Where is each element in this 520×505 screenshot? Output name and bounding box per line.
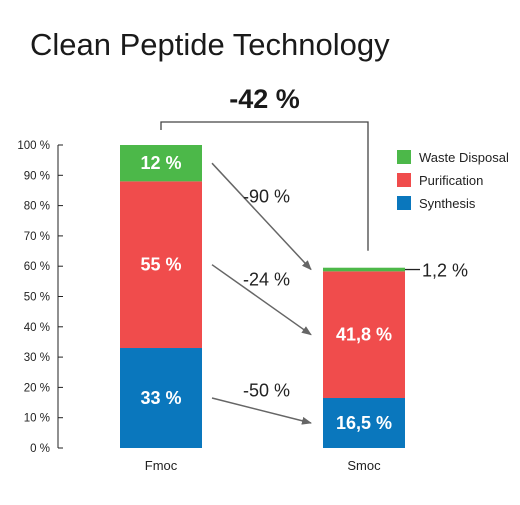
total-change-label: -42 %	[229, 84, 300, 114]
legend-swatch-waste-disposal	[397, 150, 411, 164]
data-label-waste-disposal-fmoc: 12 %	[140, 153, 181, 173]
data-label-synthesis-fmoc: 33 %	[140, 388, 181, 408]
y-tick-label: 50 %	[24, 292, 50, 304]
data-label-synthesis-smoc: 16,5 %	[336, 413, 392, 433]
y-tick-label: 70 %	[24, 231, 50, 243]
y-tick-label: 20 %	[24, 382, 50, 394]
bar-purification-smoc	[323, 271, 405, 399]
total-change-bracket	[160, 121, 369, 251]
y-tick-label: 60 %	[24, 261, 50, 273]
change-label-synthesis: -50 %	[243, 381, 290, 401]
annotations: 33 % 55 % 12 % 16,5 % 41,8 % 1,2 % -90 % -24 % -…	[140, 84, 468, 433]
bar-synthesis-smoc	[323, 398, 405, 448]
change-arrow-synthesis	[211, 397, 312, 425]
y-axis: 0 % 10 % 20 % 30 % 40 % 50 % 60 % 70 % 80 % 90 % 1…	[17, 140, 63, 455]
data-label-waste-disposal-smoc: 1,2 %	[422, 261, 468, 281]
bars: Fmoc Smoc	[120, 145, 405, 473]
x-category-label: Smoc	[347, 458, 381, 473]
y-tick-label: 80 %	[24, 201, 50, 213]
y-tick-label: 100 %	[17, 140, 50, 152]
legend: Waste Disposal Purification Synthesis	[397, 150, 509, 211]
y-tick-label: 10 %	[24, 413, 50, 425]
bar-purification-fmoc	[120, 181, 202, 349]
y-tick-label: 30 %	[24, 352, 50, 364]
bar-waste-disposal-fmoc	[120, 145, 202, 182]
data-label-purification-fmoc: 55 %	[140, 255, 181, 275]
legend-label-purification: Purification	[419, 173, 483, 188]
data-label-purification-smoc: 41,8 %	[336, 325, 392, 345]
y-tick-label: 40 %	[24, 322, 50, 334]
change-arrow-purification	[211, 264, 312, 336]
legend-label-synthesis: Synthesis	[419, 196, 476, 211]
change-arrow-waste-disposal	[211, 162, 312, 271]
change-label-waste-disposal: -90 %	[243, 186, 290, 206]
legend-swatch-synthesis	[397, 196, 411, 210]
bar-waste-disposal-smoc	[323, 267, 405, 272]
y-tick-label: 90 %	[24, 170, 50, 182]
chart-title: Clean Peptide Technology	[30, 27, 390, 62]
x-category-label: Fmoc	[145, 458, 178, 473]
change-label-purification: -24 %	[243, 270, 290, 290]
bar-synthesis-fmoc	[120, 348, 202, 448]
legend-label-waste-disposal: Waste Disposal	[419, 150, 509, 165]
legend-swatch-purification	[397, 173, 411, 187]
y-tick-label: 0 %	[30, 443, 50, 455]
